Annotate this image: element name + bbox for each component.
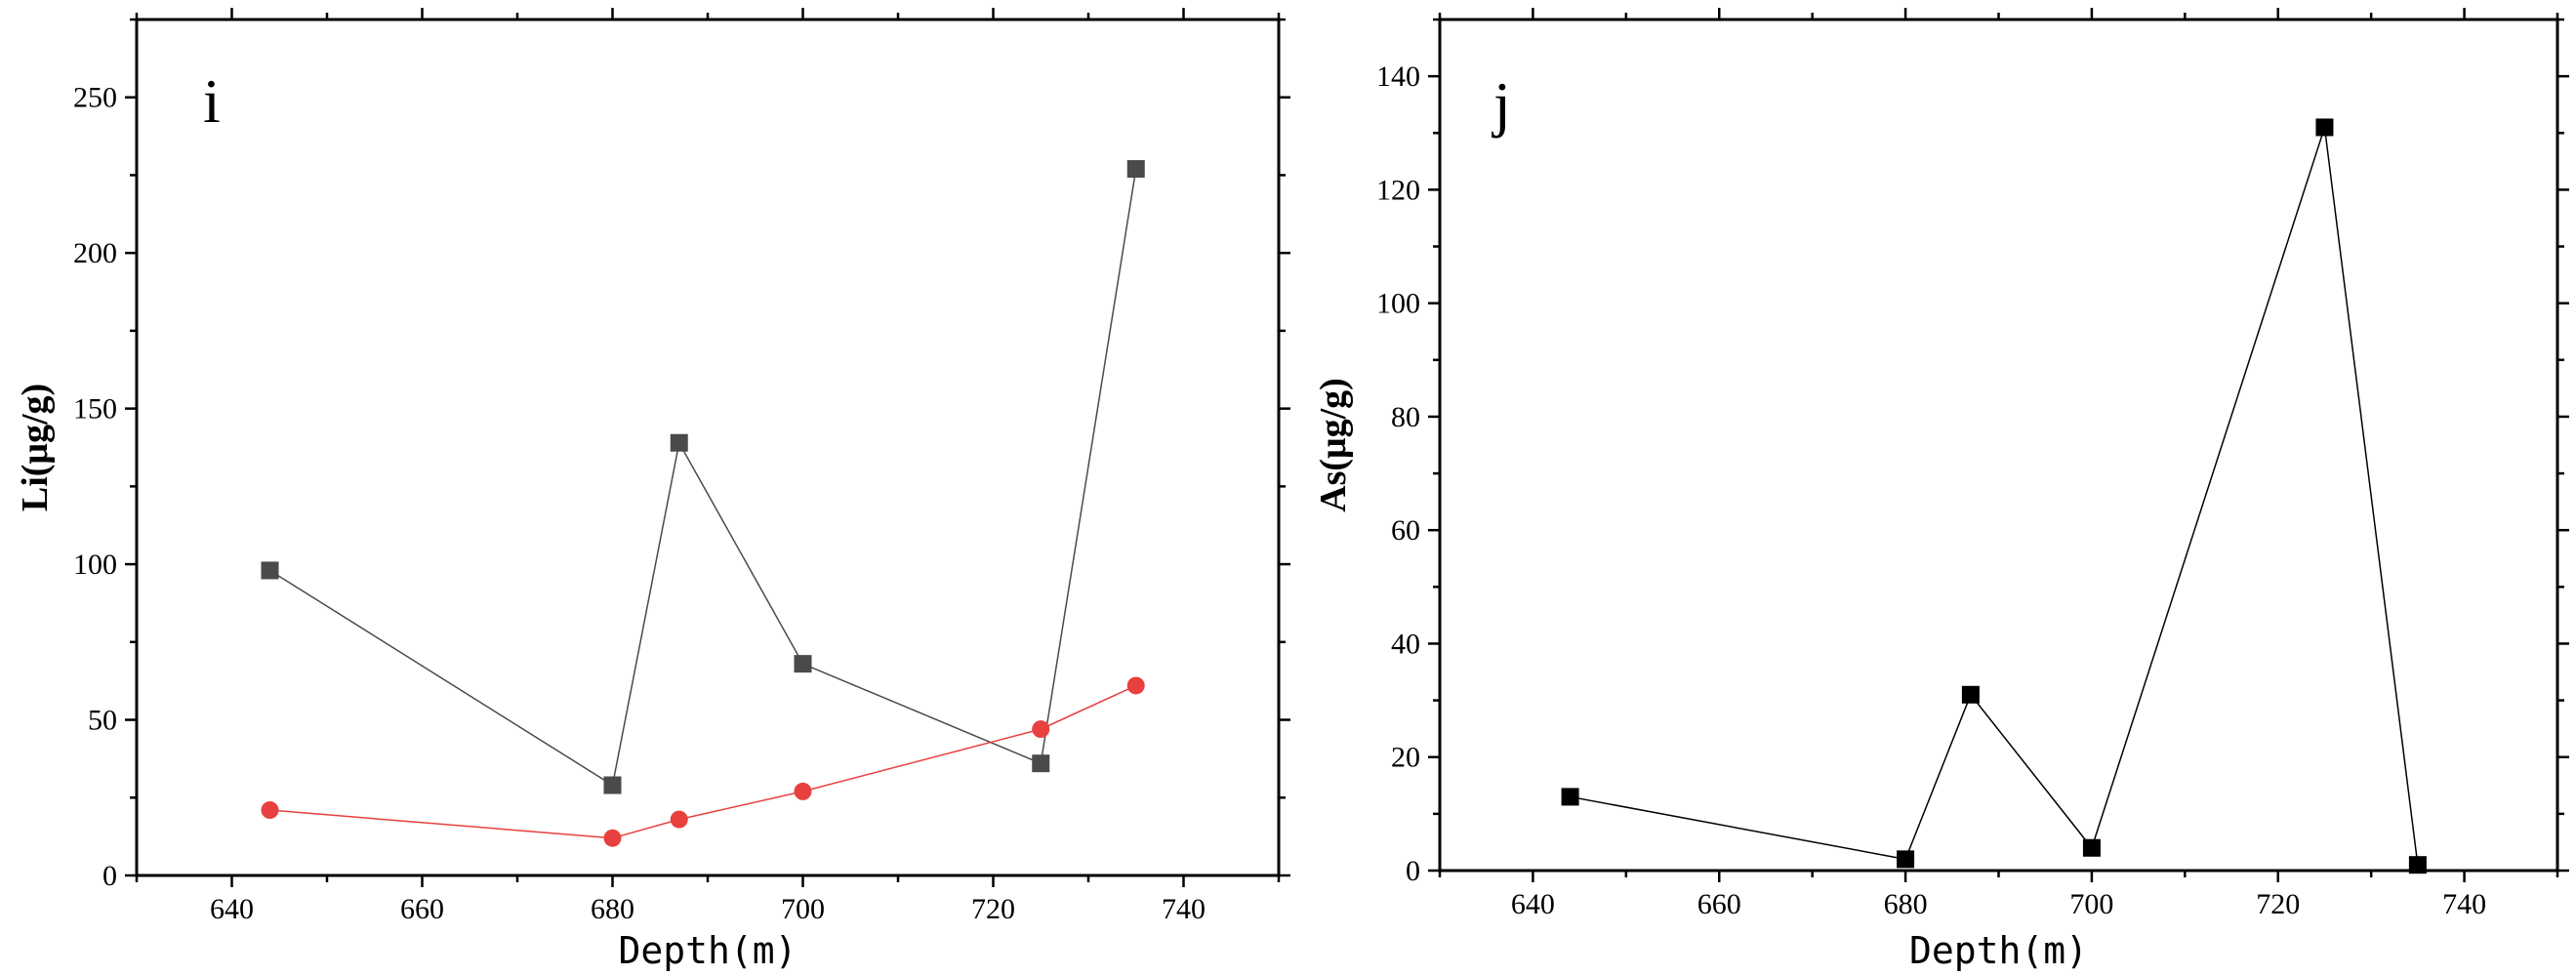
- plot-frame: [135, 18, 1281, 877]
- y-tick-label: 20: [1391, 742, 1420, 774]
- data-point: [1961, 685, 1980, 704]
- x-tick-label: 740: [1162, 893, 1206, 925]
- x-tick-label: 660: [1697, 888, 1741, 920]
- y-tick-label: 0: [1406, 855, 1420, 887]
- data-point: [603, 776, 622, 794]
- data-point: [1897, 850, 1915, 869]
- plot-frame: [1438, 18, 2559, 873]
- y-tick-label: 200: [73, 237, 117, 269]
- y-tick-label: 0: [102, 860, 117, 892]
- series-line: [269, 684, 1137, 839]
- x-tick-label: 640: [210, 893, 254, 925]
- x-tick-label: 660: [400, 893, 444, 925]
- data-point: [1561, 788, 1579, 806]
- panel-label: j: [1492, 69, 1511, 139]
- data-point: [670, 433, 688, 452]
- data-point: [2408, 856, 2427, 874]
- panel-label: i: [203, 66, 221, 136]
- x-tick-label: 720: [971, 893, 1015, 925]
- y-tick-label: 100: [73, 548, 117, 581]
- data-point: [261, 561, 279, 580]
- data-point: [794, 655, 812, 673]
- chart-panel-j: j As(μg/g) Depth(m) 640 660 680 700 720 740 0 2…: [1313, 8, 2569, 972]
- x-tick-label: 720: [2256, 888, 2300, 920]
- data-point: [1032, 720, 1050, 739]
- data-point: [1032, 754, 1050, 773]
- y-tick-label: 80: [1391, 401, 1420, 433]
- y-tick-label: 100: [1376, 288, 1420, 320]
- y-tick-label: 40: [1391, 628, 1420, 660]
- y-tick-label: 140: [1376, 61, 1420, 93]
- data-point: [603, 829, 622, 847]
- y-tick-label: 120: [1376, 174, 1420, 206]
- chart-panel-i: i Li(μg/g) Depth(m) 640 660 680 700 720 740 0 5…: [15, 8, 1290, 972]
- y-axis-label: Li(μg/g): [15, 384, 56, 511]
- data-point: [1126, 160, 1145, 179]
- data-point: [261, 801, 279, 820]
- x-tick-label: 640: [1511, 888, 1555, 920]
- data-point: [2082, 838, 2101, 857]
- x-tick-label: 700: [2069, 888, 2113, 920]
- data-point: [1126, 676, 1145, 695]
- y-axis-label: As(μg/g): [1313, 378, 1354, 512]
- series-line: [269, 168, 1137, 787]
- x-tick-label: 740: [2442, 888, 2486, 920]
- series-line: [1570, 127, 2419, 866]
- data-point: [670, 810, 688, 829]
- x-axis-label: Depth(m): [618, 929, 797, 972]
- x-tick-label: 700: [781, 893, 825, 925]
- x-tick-label: 680: [1884, 888, 1928, 920]
- x-axis-label: Depth(m): [1909, 929, 2088, 972]
- y-tick-label: 60: [1391, 514, 1420, 547]
- data-point: [794, 782, 812, 800]
- x-tick-label: 680: [591, 893, 634, 925]
- y-tick-label: 250: [73, 82, 117, 114]
- y-tick-label: 150: [73, 393, 117, 426]
- y-tick-label: 50: [88, 705, 117, 737]
- data-point: [2315, 118, 2334, 137]
